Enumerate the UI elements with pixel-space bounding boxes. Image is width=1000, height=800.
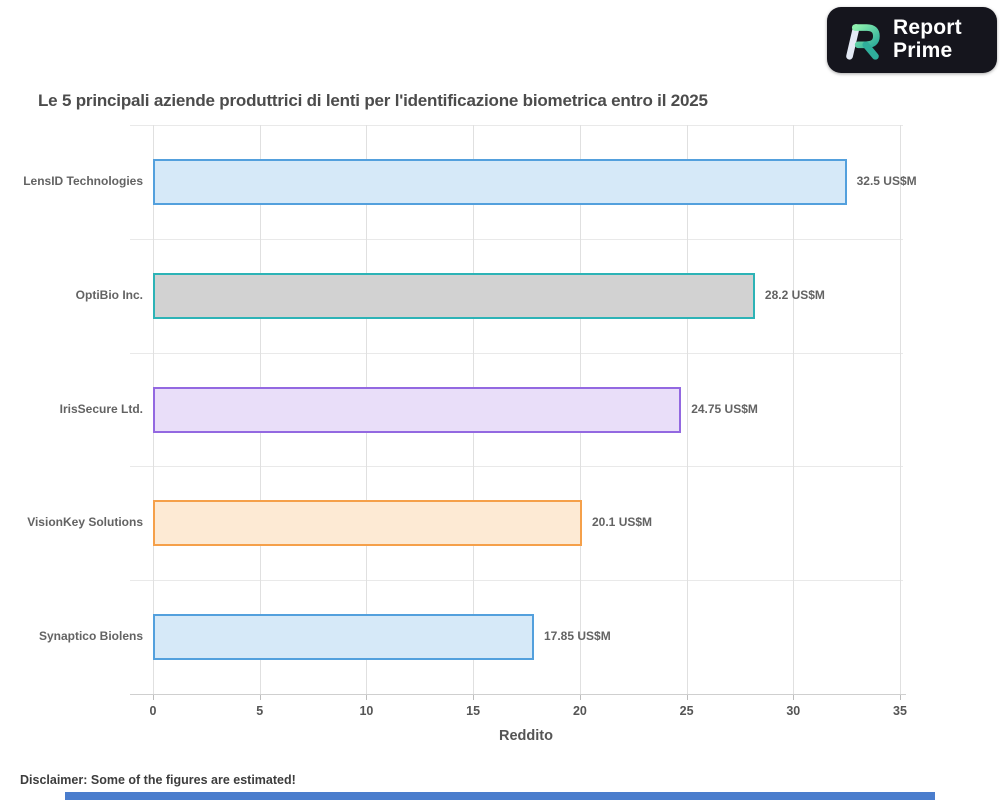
chart-title: Le 5 principali aziende produttrici di l… [38, 91, 708, 110]
x-tick-label: 15 [466, 704, 481, 718]
horizontal-gridline [130, 466, 903, 468]
x-tick-mark [686, 695, 688, 700]
bar [153, 158, 847, 205]
x-tick-label: 10 [359, 704, 374, 718]
category-label: LensID Technologies [23, 173, 143, 188]
x-tick-mark [793, 695, 795, 700]
category-label: OptiBio Inc. [75, 287, 143, 302]
report-prime-logo: Report Prime [827, 7, 997, 73]
horizontal-gridline [130, 352, 903, 354]
category-label: VisionKey Solutions [27, 515, 143, 530]
x-tick-label: 5 [256, 704, 264, 718]
vertical-gridline [793, 125, 795, 694]
x-tick-mark [579, 695, 581, 700]
x-tick-label: 35 [893, 704, 907, 718]
bar [153, 386, 682, 433]
plot-area: 32.5 US$M 28.2 US$M 24.75 US$M 20.1 US$M 17.… [130, 125, 917, 695]
x-axis-line [130, 694, 906, 695]
bar-value-label: 32.5 US$M [856, 173, 917, 188]
x-tick-label: 0 [149, 704, 157, 718]
x-tick-label: 25 [679, 704, 694, 718]
horizontal-gridline [130, 580, 903, 582]
category-label: Synaptico Biolens [38, 629, 143, 644]
footer-accent-bar [65, 792, 935, 800]
horizontal-gridline [130, 238, 903, 240]
bar-value-label: 17.85 US$M [544, 629, 611, 644]
vertical-gridline [686, 125, 688, 694]
x-tick-mark [259, 695, 261, 700]
x-tick-mark [900, 695, 901, 700]
x-tick-mark [366, 695, 368, 700]
x-tick-mark [473, 695, 475, 700]
bar-chart: 32.5 US$M 28.2 US$M 24.75 US$M 20.1 US$M 17.… [0, 125, 1000, 744]
x-tick-label: 30 [786, 704, 801, 718]
logo-text: Report Prime [893, 17, 962, 62]
bar [153, 272, 755, 319]
x-tick-label: 20 [572, 704, 587, 718]
category-label: IrisSecure Ltd. [59, 401, 143, 416]
bar [153, 614, 534, 661]
x-axis-label: Reddito [499, 728, 553, 744]
logo-line1: Report [893, 16, 962, 40]
x-tick-mark [153, 695, 154, 700]
bar [153, 500, 582, 547]
report-prime-icon [846, 24, 880, 60]
bar-value-label: 24.75 US$M [691, 401, 758, 416]
logo-line2: Prime [893, 39, 953, 62]
bar-value-label: 20.1 US$M [592, 515, 653, 530]
disclaimer-text: Disclaimer: Some of the figures are esti… [20, 773, 296, 787]
bar-value-label: 28.2 US$M [764, 287, 825, 302]
vertical-gridline [900, 125, 901, 694]
horizontal-gridline [130, 125, 903, 126]
